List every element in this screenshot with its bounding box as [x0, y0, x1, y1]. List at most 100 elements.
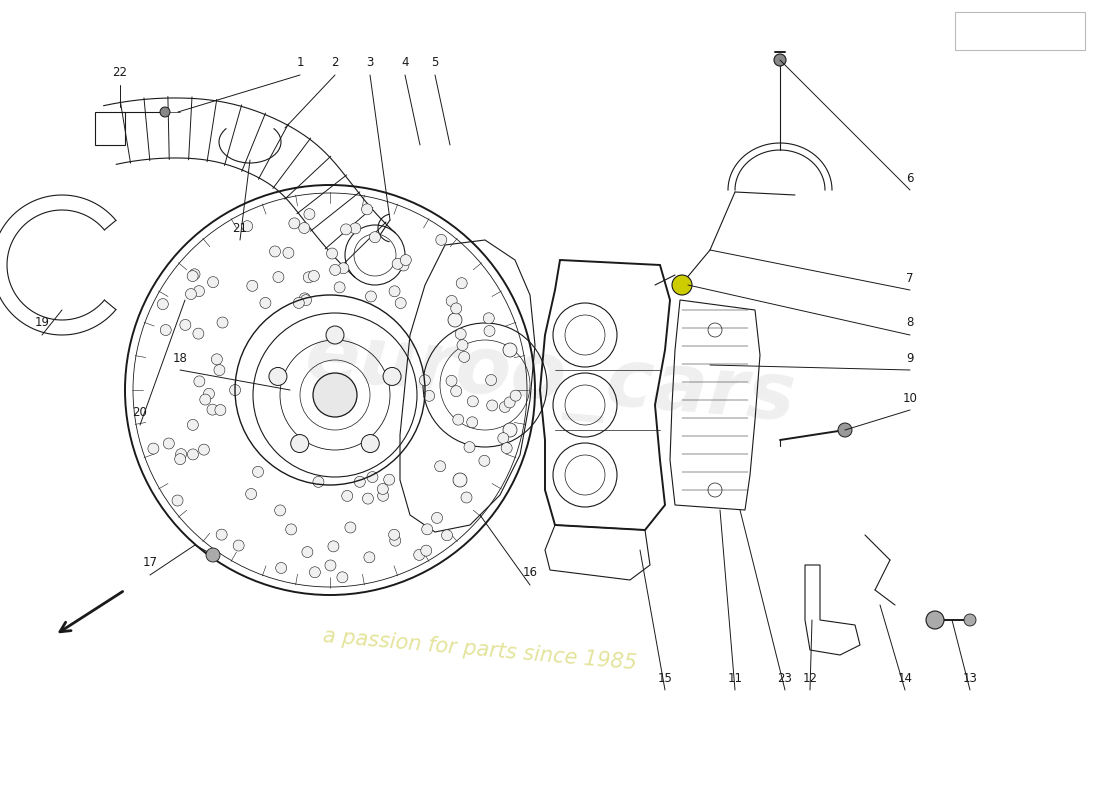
Text: 16: 16	[522, 566, 538, 579]
Circle shape	[485, 374, 496, 386]
Text: 13: 13	[962, 671, 978, 685]
Text: 15: 15	[658, 671, 672, 685]
Circle shape	[290, 434, 309, 453]
Circle shape	[286, 524, 297, 535]
Circle shape	[926, 611, 944, 629]
Circle shape	[421, 524, 432, 535]
Circle shape	[377, 490, 388, 502]
Text: 18: 18	[173, 351, 187, 365]
Circle shape	[294, 298, 305, 309]
Circle shape	[273, 271, 284, 282]
Circle shape	[206, 548, 220, 562]
Circle shape	[230, 385, 241, 395]
Circle shape	[260, 298, 271, 309]
Text: 17: 17	[143, 557, 157, 570]
Text: 7: 7	[906, 271, 914, 285]
Circle shape	[253, 466, 264, 478]
Text: 1: 1	[296, 57, 304, 70]
Circle shape	[300, 294, 311, 306]
Circle shape	[419, 374, 430, 386]
Circle shape	[283, 247, 294, 258]
Circle shape	[324, 560, 336, 571]
Text: 6: 6	[906, 171, 914, 185]
Text: 2: 2	[331, 57, 339, 70]
Text: 5: 5	[431, 57, 439, 70]
Circle shape	[464, 442, 475, 453]
Circle shape	[367, 471, 378, 482]
Circle shape	[350, 223, 361, 234]
Circle shape	[217, 529, 228, 540]
Circle shape	[213, 365, 224, 376]
Circle shape	[275, 505, 286, 516]
Circle shape	[304, 209, 315, 220]
Circle shape	[389, 535, 400, 546]
Circle shape	[461, 492, 472, 503]
Circle shape	[838, 423, 853, 437]
Circle shape	[964, 614, 976, 626]
Circle shape	[499, 402, 510, 413]
Circle shape	[161, 325, 172, 335]
Circle shape	[455, 329, 466, 339]
Circle shape	[451, 303, 462, 314]
Circle shape	[502, 442, 513, 454]
Circle shape	[370, 232, 381, 242]
Circle shape	[175, 454, 186, 465]
Circle shape	[365, 291, 376, 302]
Circle shape	[304, 272, 315, 282]
Circle shape	[392, 258, 403, 270]
Circle shape	[208, 277, 219, 288]
Circle shape	[299, 293, 310, 304]
Circle shape	[354, 476, 365, 487]
Circle shape	[187, 270, 198, 282]
Circle shape	[345, 522, 356, 533]
Circle shape	[447, 295, 458, 306]
Circle shape	[364, 552, 375, 563]
Circle shape	[217, 317, 228, 328]
Circle shape	[270, 246, 280, 257]
Circle shape	[186, 289, 197, 299]
Circle shape	[453, 414, 464, 425]
Circle shape	[484, 326, 495, 337]
Circle shape	[363, 493, 374, 504]
Circle shape	[400, 254, 411, 266]
Circle shape	[214, 405, 225, 415]
Circle shape	[459, 351, 470, 362]
Circle shape	[147, 443, 158, 454]
Circle shape	[361, 434, 379, 453]
Circle shape	[434, 461, 446, 472]
Text: 3: 3	[366, 57, 374, 70]
Circle shape	[337, 572, 348, 583]
Circle shape	[328, 541, 339, 552]
Circle shape	[301, 546, 312, 558]
Circle shape	[308, 270, 319, 282]
Circle shape	[299, 222, 310, 234]
Text: 21: 21	[232, 222, 248, 234]
Circle shape	[187, 419, 198, 430]
Circle shape	[398, 260, 409, 271]
Circle shape	[334, 282, 345, 293]
Circle shape	[498, 433, 509, 444]
Circle shape	[503, 423, 517, 437]
Circle shape	[383, 367, 402, 386]
Circle shape	[424, 390, 434, 402]
Circle shape	[179, 319, 190, 330]
Text: 23: 23	[778, 671, 792, 685]
Circle shape	[327, 248, 338, 259]
Circle shape	[503, 343, 517, 357]
Text: 10: 10	[903, 391, 917, 405]
Text: 8: 8	[906, 317, 914, 330]
Circle shape	[233, 540, 244, 551]
Text: euroo_cars: euroo_cars	[301, 320, 799, 440]
Circle shape	[194, 286, 205, 297]
Circle shape	[242, 221, 253, 232]
Circle shape	[187, 449, 198, 460]
Circle shape	[453, 473, 468, 487]
Circle shape	[342, 490, 353, 502]
Circle shape	[326, 326, 344, 344]
Circle shape	[157, 298, 168, 310]
Circle shape	[446, 375, 456, 386]
Circle shape	[384, 474, 395, 485]
Text: 11: 11	[727, 671, 742, 685]
Circle shape	[420, 545, 431, 556]
Circle shape	[211, 354, 222, 365]
